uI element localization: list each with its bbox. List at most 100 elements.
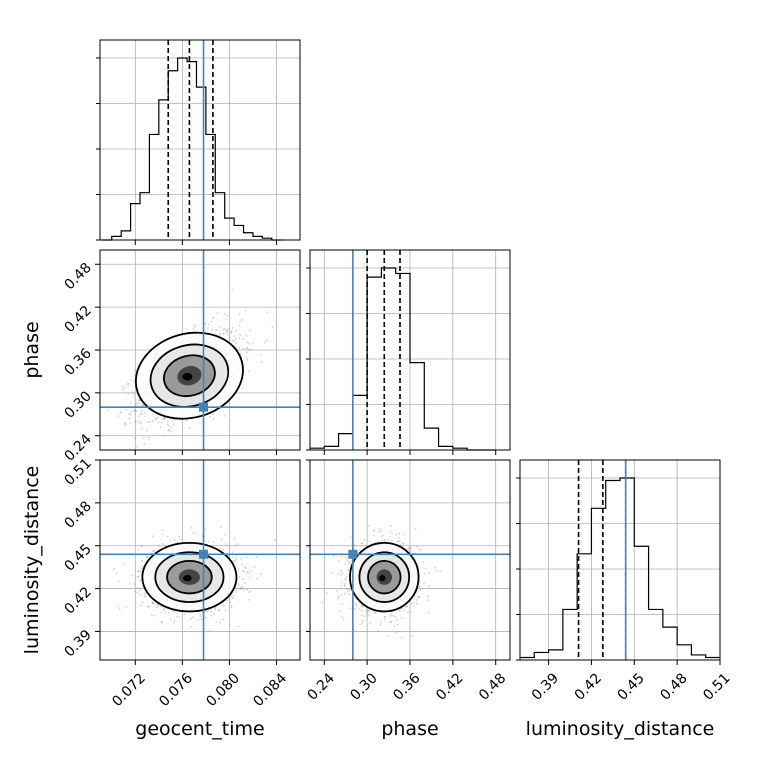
scatter-point	[135, 445, 138, 448]
scatter-point	[367, 614, 370, 617]
scatter-point	[238, 576, 241, 578]
scatter-point	[124, 421, 127, 424]
scatter-point	[407, 547, 410, 549]
scatter-point	[401, 617, 403, 619]
scatter-point	[404, 606, 407, 608]
scatter-point	[240, 588, 242, 591]
scatter-point	[223, 604, 226, 607]
scatter-point	[173, 621, 175, 624]
scatter-point	[119, 410, 122, 413]
scatter-point	[361, 621, 364, 624]
scatter-point	[214, 329, 217, 331]
scatter-point	[415, 602, 418, 605]
scatter-point	[140, 410, 143, 412]
scatter-point	[397, 540, 399, 542]
scatter-point	[238, 324, 241, 327]
scatter-point	[341, 616, 344, 618]
scatter-point	[161, 533, 164, 536]
scatter-point	[167, 424, 170, 427]
scatter-point	[240, 586, 243, 589]
scatter-point	[338, 610, 341, 612]
scatter-point	[340, 556, 343, 559]
scatter-point	[141, 565, 144, 567]
scatter-point	[167, 420, 169, 423]
scatter-point	[348, 588, 351, 591]
scatter-point	[133, 590, 136, 593]
scatter-point	[211, 328, 214, 331]
scatter-point	[147, 556, 150, 558]
truth-marker	[348, 549, 358, 559]
scatter-point	[135, 403, 137, 406]
scatter-point	[210, 320, 213, 323]
scatter-point	[362, 605, 364, 608]
scatter-point	[212, 316, 215, 319]
scatter-point	[132, 410, 135, 412]
scatter-point	[428, 585, 430, 588]
scatter-point	[343, 584, 346, 587]
scatter-point	[223, 533, 226, 536]
scatter-point	[140, 567, 143, 570]
scatter-point	[226, 330, 228, 333]
scatter-point	[131, 574, 134, 577]
scatter-point	[171, 420, 174, 422]
scatter-point	[200, 618, 203, 621]
scatter-point	[428, 611, 430, 614]
scatter-point	[241, 563, 243, 566]
scatter-point	[175, 615, 178, 618]
scatter-point	[390, 539, 393, 542]
scatter-point	[377, 630, 379, 633]
scatter-point	[330, 571, 333, 574]
scatter-point	[332, 554, 335, 557]
scatter-point	[248, 576, 251, 579]
scatter-point	[152, 602, 154, 605]
scatter-point	[139, 420, 142, 423]
scatter-point	[343, 592, 346, 595]
scatter-point	[133, 582, 136, 585]
scatter-point	[231, 327, 234, 329]
scatter-point	[157, 605, 160, 607]
scatter-point	[163, 418, 166, 421]
scatter-point	[386, 635, 389, 637]
scatter-point	[233, 335, 236, 338]
scatter-point	[158, 544, 160, 547]
scatter-point	[155, 417, 158, 420]
scatter-point	[249, 329, 252, 332]
scatter-point	[215, 329, 218, 331]
scatter-point	[253, 566, 256, 569]
scatter-point	[435, 570, 438, 572]
scatter-point	[137, 421, 140, 424]
scatter-point	[379, 621, 382, 624]
scatter-point	[360, 605, 363, 608]
density-peak	[182, 372, 193, 381]
scatter-point	[222, 332, 225, 335]
scatter-point	[344, 556, 347, 558]
scatter-point	[394, 631, 397, 634]
scatter-point	[124, 386, 127, 389]
scatter-point	[160, 621, 163, 623]
scatter-point	[141, 544, 143, 547]
scatter-point	[107, 409, 110, 412]
scatter-point	[228, 338, 231, 341]
scatter-point	[337, 595, 340, 598]
scatter-point	[170, 430, 173, 433]
scatter-point	[422, 561, 425, 564]
scatter-point	[395, 618, 398, 621]
scatter-point	[206, 610, 208, 613]
scatter-point	[418, 595, 421, 598]
scatter-point	[407, 611, 409, 614]
scatter-point	[245, 357, 248, 359]
scatter-point	[418, 548, 421, 551]
scatter-point	[233, 339, 236, 342]
scatter-point	[242, 338, 245, 341]
scatter-point	[359, 548, 361, 551]
scatter-point	[139, 413, 142, 415]
scatter-point	[157, 421, 160, 424]
panel-border	[99, 459, 301, 661]
scatter-point	[190, 526, 193, 529]
scatter-point	[218, 608, 221, 611]
scatter-point	[218, 334, 221, 337]
scatter-point	[132, 379, 134, 382]
scatter-point	[207, 540, 210, 543]
scatter-point	[346, 591, 349, 594]
scatter-point	[141, 601, 144, 604]
